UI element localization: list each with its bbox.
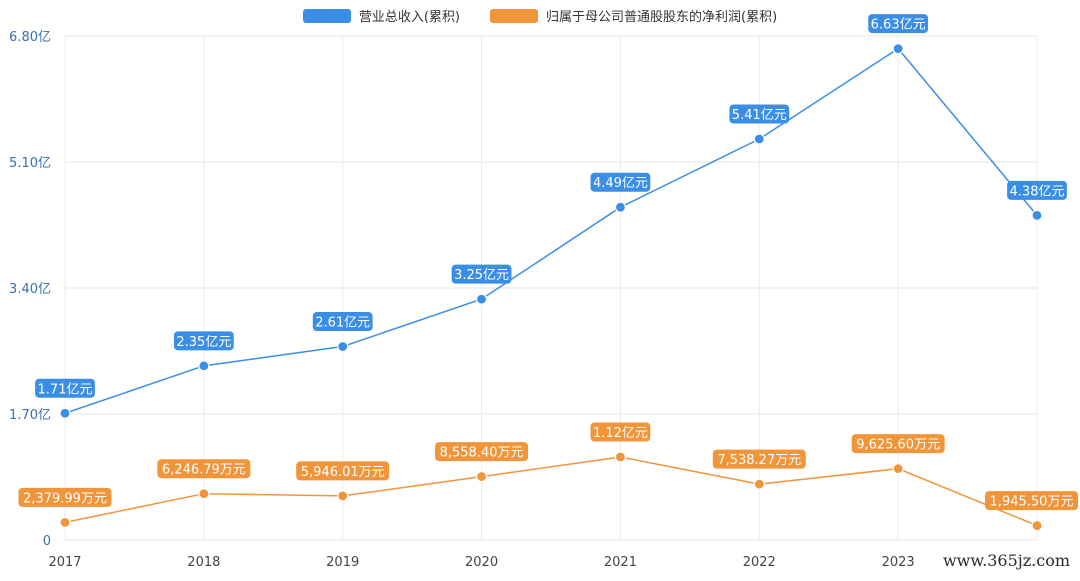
- x-tick-label: 2023: [882, 555, 915, 570]
- data-label-0: 4.49亿元: [593, 176, 648, 191]
- data-label-bg-0: [451, 264, 512, 284]
- x-tick-label: 2019: [326, 555, 359, 570]
- data-label-0: 4.38亿元: [1010, 184, 1065, 199]
- data-label-1: 7,538.27万元: [717, 453, 801, 468]
- data-label-bg-0: [868, 14, 929, 34]
- y-tick-label: 5.10亿: [9, 156, 51, 171]
- data-label-bg-0: [729, 104, 790, 124]
- data-point-0: [892, 42, 904, 55]
- data-point-0: [198, 360, 210, 372]
- data-point-1: [892, 463, 904, 475]
- x-tick-label: 2017: [48, 555, 81, 570]
- x-tick-label: 2020: [465, 555, 498, 570]
- chart-legend: 营业总收入(累积) 归属于母公司普通股股东的净利润(累积): [0, 6, 1080, 25]
- y-tick-label: 1.70亿: [9, 408, 51, 423]
- data-point-1: [475, 470, 488, 483]
- data-label-bg-0: [1007, 180, 1067, 200]
- data-point-0: [59, 407, 71, 419]
- series-line-1: [64, 456, 1038, 527]
- data-point-1: [198, 488, 210, 500]
- data-label-bg-1: [435, 442, 529, 462]
- data-label-bg-1: [590, 422, 651, 442]
- data-label-1: 5,946.01万元: [301, 465, 385, 480]
- series-line-0: [64, 47, 1038, 414]
- data-label-1: 2,379.99万元: [23, 491, 107, 506]
- data-label-0: 5.41亿元: [732, 108, 787, 123]
- data-label-bg-0: [35, 378, 95, 398]
- data-point-1: [337, 490, 349, 502]
- data-label-bg-0: [590, 172, 651, 192]
- data-label-0: 6.63亿元: [871, 18, 926, 33]
- data-label-1: 9,625.60万元: [856, 438, 940, 453]
- y-tick-label: 0: [43, 534, 51, 549]
- data-point-0: [337, 340, 349, 353]
- data-point-0: [614, 201, 627, 213]
- data-point-1: [614, 451, 627, 463]
- legend-item-revenue[interactable]: 营业总收入(累积): [302, 6, 460, 25]
- legend-item-net-profit[interactable]: 归属于母公司普通股股东的净利润(累积): [490, 6, 777, 25]
- legend-swatch-net-profit: [490, 8, 538, 23]
- data-point-0: [753, 133, 765, 145]
- data-point-0: [1031, 209, 1043, 221]
- data-label-bg-1: [985, 491, 1078, 511]
- data-label-bg-0: [312, 312, 373, 332]
- legend-label-net-profit: 归属于母公司普通股股东的净利润(累积): [546, 10, 778, 25]
- data-label-bg-1: [157, 459, 251, 479]
- data-label-bg-1: [296, 461, 390, 481]
- data-label-0: 2.35亿元: [176, 335, 231, 350]
- x-tick-label: 2018: [187, 555, 220, 570]
- data-label-0: 2.61亿元: [315, 316, 370, 331]
- data-label-1: 8,558.40万元: [440, 446, 524, 461]
- x-tick-label: 2021: [604, 555, 637, 570]
- data-label-bg-1: [851, 434, 945, 454]
- data-label-0: 1.71亿元: [38, 382, 93, 397]
- y-tick-label: 6.80亿: [9, 30, 51, 45]
- data-label-bg-0: [173, 331, 234, 351]
- data-label-1: 1,945.50万元: [990, 495, 1074, 510]
- data-label-bg-1: [712, 449, 806, 469]
- y-tick-label: 3.40亿: [9, 282, 51, 297]
- data-label-1: 6,246.79万元: [162, 463, 246, 478]
- legend-swatch-revenue: [302, 8, 351, 23]
- data-point-1: [59, 516, 71, 528]
- legend-label-revenue: 营业总收入(累积): [358, 10, 460, 25]
- data-point-0: [475, 293, 488, 305]
- x-tick-label: 2022: [743, 555, 776, 570]
- data-point-1: [753, 478, 765, 490]
- watermark: www.365jz.com: [938, 550, 1074, 571]
- data-label-0: 3.25亿元: [454, 268, 509, 283]
- data-point-1: [1031, 519, 1043, 532]
- data-label-1: 1.12亿元: [593, 426, 648, 441]
- data-label-bg-1: [18, 487, 112, 507]
